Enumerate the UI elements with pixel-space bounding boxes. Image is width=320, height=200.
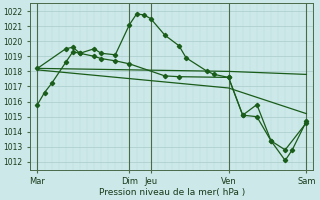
X-axis label: Pression niveau de la mer( hPa ): Pression niveau de la mer( hPa ) [99, 188, 245, 197]
